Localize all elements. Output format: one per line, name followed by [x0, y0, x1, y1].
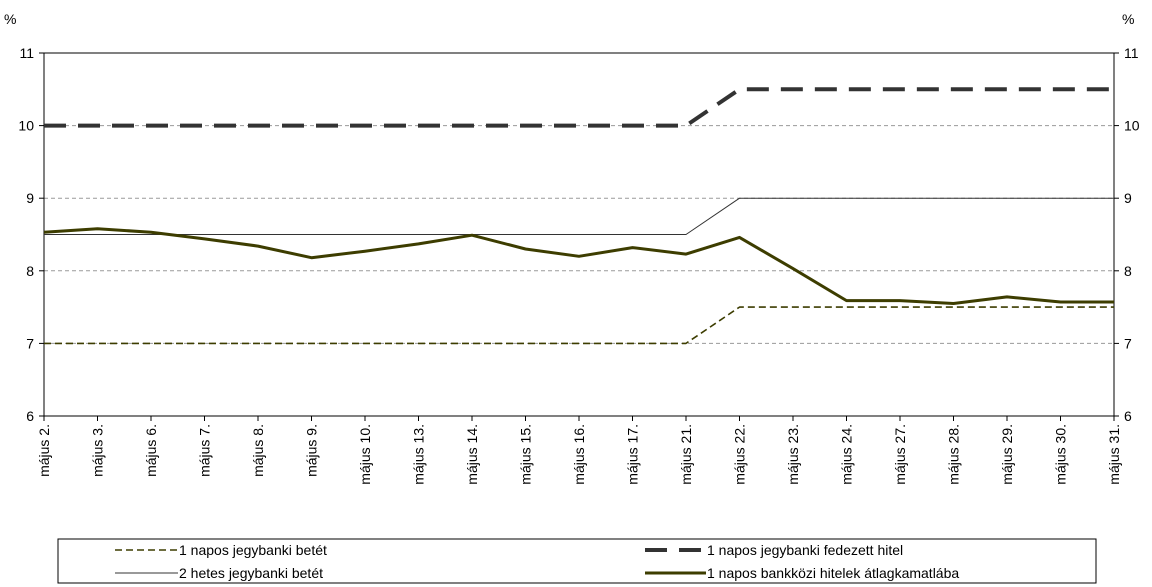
x-tick-label: május 24.: [839, 424, 855, 485]
x-tick-label: május 22.: [732, 424, 748, 485]
x-tick-label: május 28.: [946, 424, 962, 485]
y-tick-label-right: 7: [1124, 335, 1132, 351]
y-tick-label-left: 11: [19, 45, 34, 61]
series-line-3: [44, 197, 1114, 235]
x-tick-label: május 14.: [464, 424, 480, 485]
y-tick-label-right: 9: [1124, 190, 1132, 206]
left-unit-label: %: [4, 11, 16, 27]
x-tick-label: május 8.: [250, 424, 266, 477]
series-line-1: [44, 306, 1114, 345]
legend-label-2: 1 napos jegybanki fedezett hitel: [707, 542, 903, 558]
x-tick-label: május 21.: [678, 424, 694, 485]
x-tick-label: május 3.: [90, 424, 106, 477]
x-tick-label: május 17.: [625, 424, 641, 485]
series-line-2: [44, 87, 1114, 128]
x-tick-label: május 10.: [357, 424, 373, 485]
legend-label-1: 1 napos jegybanki betét: [179, 542, 327, 558]
y-tick-label-right: 11: [1124, 45, 1139, 61]
x-tick-label: május 30.: [1053, 424, 1069, 485]
y-tick-label-left: 6: [26, 408, 34, 424]
y-tick-label-left: 7: [26, 335, 34, 351]
x-tick-label: május 31.: [1106, 424, 1122, 485]
x-tick-label: május 2.: [36, 424, 52, 477]
x-tick-label: május 23.: [785, 424, 801, 485]
x-tick-label: május 29.: [999, 424, 1015, 485]
axes: 6 6 7 7 8 8 9 9 10 10 11 11 május 2. május 3. május 6.…: [18, 45, 1139, 485]
right-unit-label: %: [1122, 11, 1134, 27]
y-tick-label-right: 6: [1124, 408, 1132, 424]
legend-box: [57, 538, 1097, 584]
x-tick-label: május 15.: [518, 424, 534, 485]
y-tick-label-left: 10: [18, 118, 34, 134]
x-tick-label: május 7.: [197, 424, 213, 477]
y-tick-label-right: 8: [1124, 263, 1132, 279]
series-lines: [43, 87, 1114, 345]
x-tick-label: május 27.: [892, 424, 908, 485]
y-tick-label-right: 10: [1124, 118, 1140, 134]
x-tick-label: május 6.: [143, 424, 159, 477]
legend: 1 napos jegybanki betét 1 napos jegybanki…: [57, 538, 1097, 584]
x-tick-label: május 16.: [571, 424, 587, 485]
y-tick-label-left: 8: [26, 263, 34, 279]
legend-label-4: 1 napos bankközi hitelek átlagkamatlába: [707, 565, 959, 581]
x-tick-label: május 13.: [411, 424, 427, 485]
series-line-4: [43, 227, 1114, 305]
y-tick-label-left: 9: [26, 190, 34, 206]
x-tick-label: május 9.: [304, 424, 320, 477]
legend-label-3: 2 hetes jegybanki betét: [179, 565, 323, 581]
